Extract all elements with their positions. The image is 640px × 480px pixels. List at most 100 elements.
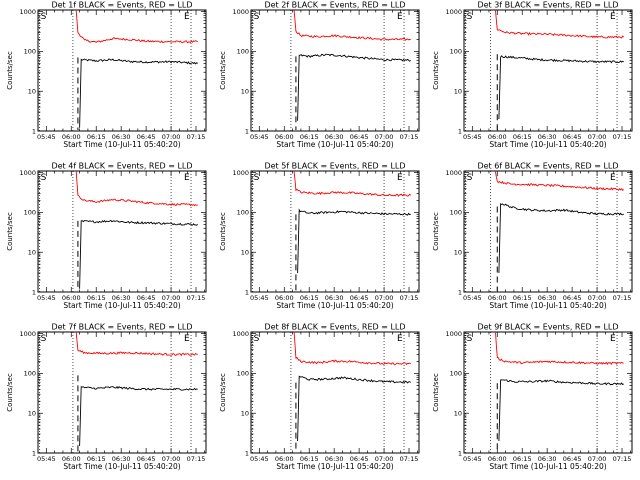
start-marker-label: S <box>41 173 47 183</box>
plot-frame <box>250 9 420 132</box>
x-tick-label: 06:00 <box>275 133 294 141</box>
events-line <box>498 202 625 274</box>
x-tick-label: 06:15 <box>513 133 532 141</box>
x-tick-label: 06:00 <box>62 294 81 302</box>
x-tick-label: 05:45 <box>463 133 482 141</box>
y-tick-label: 1 <box>458 449 462 457</box>
x-tick-label: 06:30 <box>325 294 344 302</box>
y-axis-label: Counts/sec <box>219 373 227 412</box>
x-tick-label: 06:00 <box>488 294 507 302</box>
plot-frame <box>463 170 633 293</box>
detector-panel-2: Det 2f BLACK = Events, RED = LLD 1 10 100 10… <box>219 1 420 149</box>
end-marker-label: E <box>397 12 403 22</box>
x-axis-label: Start Time (10-Jul-11 05:40:20) <box>63 462 180 471</box>
x-tick-label: 06:15 <box>87 294 106 302</box>
y-tick-label: 1000 <box>19 169 36 177</box>
x-tick-label: 06:45 <box>137 455 156 463</box>
y-axis-label: Counts/sec <box>6 212 14 251</box>
y-tick-label: 10 <box>28 249 36 257</box>
x-tick-label: 07:15 <box>400 133 419 141</box>
x-tick-label: 06:15 <box>87 455 106 463</box>
x-tick-label: 05:45 <box>250 294 269 302</box>
x-tick-label: 07:15 <box>613 133 632 141</box>
x-tick-label: 06:15 <box>513 455 532 463</box>
y-tick-label: 1 <box>245 449 249 457</box>
y-axis-label: Counts/sec <box>219 51 227 90</box>
panel-title: Det 3f BLACK = Events, RED = LLD <box>477 1 618 10</box>
x-tick-label: 06:00 <box>275 455 294 463</box>
y-axis-label: Counts/sec <box>6 51 14 90</box>
panel-title: Det 9f BLACK = Events, RED = LLD <box>477 323 618 332</box>
x-tick-label: 06:15 <box>300 455 319 463</box>
y-tick-label: 1000 <box>445 169 462 177</box>
y-tick-label: 10 <box>241 410 249 418</box>
y-axis-label: Counts/sec <box>432 212 440 251</box>
y-axis-label: Counts/sec <box>6 373 14 412</box>
x-tick-label: 07:00 <box>588 455 607 463</box>
x-tick-label: 06:15 <box>300 133 319 141</box>
end-marker-label: E <box>184 334 190 344</box>
x-axis-label: Start Time (10-Jul-11 05:40:20) <box>489 301 606 310</box>
start-marker-label: S <box>467 334 473 344</box>
plot-frame <box>250 170 420 293</box>
start-marker-label: S <box>254 173 260 183</box>
x-axis-label: Start Time (10-Jul-11 05:40:20) <box>276 140 393 149</box>
x-tick-label: 05:45 <box>250 133 269 141</box>
events-line <box>297 375 411 442</box>
plot-frame <box>37 170 207 293</box>
x-tick-label: 07:00 <box>375 133 394 141</box>
start-marker-label: S <box>467 12 473 22</box>
x-axis-label: Start Time (10-Jul-11 05:40:20) <box>489 462 606 471</box>
end-marker-label: E <box>184 173 190 183</box>
x-tick-label: 07:00 <box>588 133 607 141</box>
start-marker-label: S <box>467 173 473 183</box>
plot-frame <box>37 9 207 132</box>
x-tick-label: 06:45 <box>137 294 156 302</box>
x-tick-label: 07:15 <box>187 133 206 141</box>
x-tick-label: 06:00 <box>62 133 81 141</box>
x-tick-label: 06:45 <box>563 455 582 463</box>
detector-panel-8: Det 8f BLACK = Events, RED = LLD 1 10 100 10… <box>219 323 420 471</box>
panel-title: Det 7f BLACK = Events, RED = LLD <box>51 323 192 332</box>
y-tick-label: 1 <box>245 288 249 296</box>
x-axis-label: Start Time (10-Jul-11 05:40:20) <box>276 301 393 310</box>
y-tick-label: 10 <box>28 410 36 418</box>
panel-title: Det 8f BLACK = Events, RED = LLD <box>264 323 405 332</box>
x-tick-label: 06:30 <box>538 133 557 141</box>
x-tick-label: 06:45 <box>563 133 582 141</box>
events-line <box>297 208 411 274</box>
y-tick-label: 100 <box>237 48 249 56</box>
lld-line <box>495 171 625 191</box>
events-line <box>79 385 198 447</box>
y-tick-label: 1000 <box>19 330 36 338</box>
x-tick-label: 07:15 <box>400 455 419 463</box>
x-tick-label: 06:30 <box>112 133 131 141</box>
x-tick-label: 07:00 <box>162 294 181 302</box>
start-marker-label: S <box>41 12 47 22</box>
x-axis-label: Start Time (10-Jul-11 05:40:20) <box>489 140 606 149</box>
x-tick-label: 06:15 <box>87 133 106 141</box>
x-tick-label: 07:00 <box>162 133 181 141</box>
panel-title: Det 6f BLACK = Events, RED = LLD <box>477 162 618 171</box>
lld-line <box>293 332 411 366</box>
x-tick-label: 05:45 <box>463 455 482 463</box>
events-line <box>498 379 624 442</box>
start-marker-label: S <box>41 334 47 344</box>
detector-panel-7: Det 7f BLACK = Events, RED = LLD 1 10 100 10… <box>6 323 207 471</box>
x-tick-label: 05:45 <box>463 294 482 302</box>
x-tick-label: 06:30 <box>538 455 557 463</box>
x-tick-label: 06:45 <box>350 455 369 463</box>
x-tick-label: 07:15 <box>613 294 632 302</box>
start-marker-label: S <box>254 12 260 22</box>
panel-title: Det 2f BLACK = Events, RED = LLD <box>264 1 405 10</box>
x-tick-label: 06:00 <box>275 294 294 302</box>
y-tick-label: 1000 <box>19 8 36 16</box>
y-tick-label: 10 <box>28 88 36 96</box>
lld-line <box>75 332 198 357</box>
y-tick-label: 1 <box>245 127 249 135</box>
y-tick-label: 1000 <box>445 8 462 16</box>
detector-panel-9: Det 9f BLACK = Events, RED = LLD 1 10 100 10… <box>432 323 633 471</box>
x-tick-label: 07:15 <box>187 294 206 302</box>
y-tick-label: 1 <box>458 288 462 296</box>
y-tick-label: 10 <box>454 410 462 418</box>
